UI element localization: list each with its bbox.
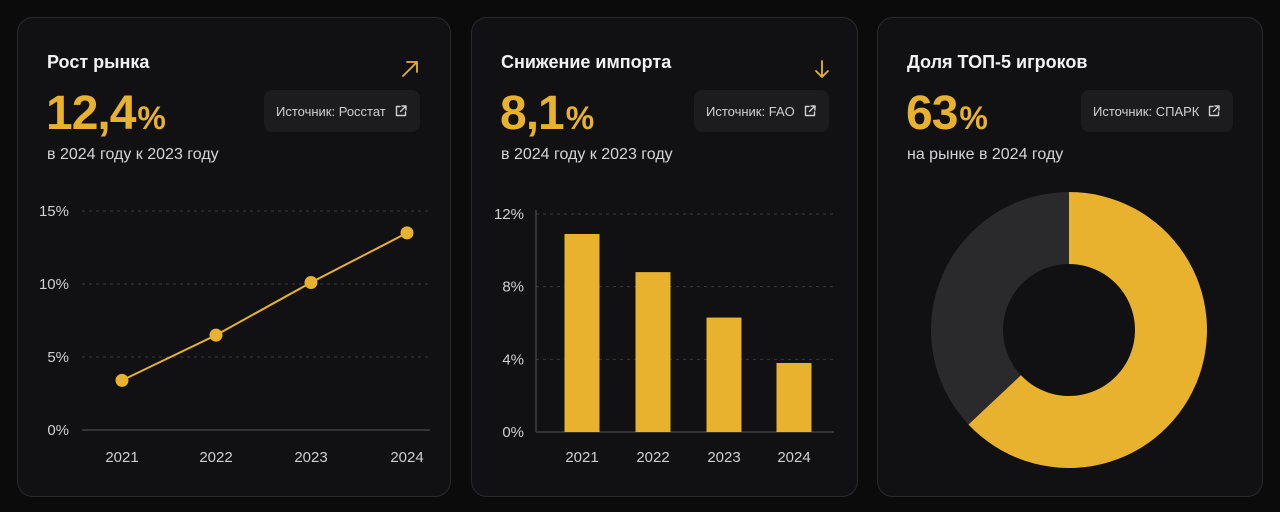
value-unit: % (959, 100, 988, 136)
source-button[interactable]: Источник: СПАРК (1081, 90, 1234, 132)
value-number: 63 (906, 87, 958, 140)
big-value: 12,4% (46, 86, 166, 141)
source-button[interactable]: Источник: FAO (694, 90, 829, 132)
y-tick-label: 4% (502, 351, 524, 368)
value-unit: % (565, 100, 595, 136)
value-unit: % (137, 100, 166, 136)
bar (776, 362, 812, 432)
card-title: Доля ТОП-5 игроков (907, 52, 1088, 72)
y-tick-label: 5% (47, 349, 69, 366)
donut-slice (931, 192, 1069, 425)
growth-line-chart: 0% 5% 10% 15% 2021 2022 2023 2024 (39, 203, 430, 466)
x-tick-label: 2023 (707, 449, 740, 466)
data-point (400, 226, 414, 240)
x-tick-label: 2024 (390, 449, 423, 466)
data-point (304, 276, 318, 290)
data-point (209, 328, 223, 342)
x-tick-label: 2024 (777, 449, 810, 466)
x-tick-label: 2021 (565, 449, 598, 466)
source-label: Источник: Росстат (276, 103, 386, 119)
card-subtitle: на рынке в 2024 году (907, 146, 1064, 163)
card-subtitle: в 2024 году к 2023 году (501, 146, 673, 163)
card-title: Снижение импорта (501, 52, 672, 72)
market-growth-card: Рост рынка 12,4% Источник: Росстат в 202… (17, 17, 451, 497)
y-tick-label: 12% (494, 206, 524, 223)
big-value: 8,1% (500, 86, 594, 141)
y-tick-label: 8% (502, 279, 524, 296)
y-tick-label: 0% (502, 424, 524, 441)
card-title: Рост рынка (47, 52, 150, 72)
bar (635, 272, 671, 432)
source-label: Источник: СПАРК (1093, 103, 1200, 119)
import-bar-chart: 0% 4% 8% 12% 2021 2022 2023 2024 (494, 206, 834, 466)
bar (564, 233, 600, 432)
source-button[interactable]: Источник: Росстат (264, 90, 420, 132)
x-tick-label: 2022 (636, 449, 669, 466)
value-number: 12,4 (46, 87, 136, 140)
y-tick-label: 15% (39, 203, 69, 220)
import-decline-card: Снижение импорта 8,1% Источник: FAO в 20… (471, 17, 858, 497)
external-link-icon (804, 105, 816, 117)
y-tick-label: 10% (39, 276, 69, 293)
share-donut-chart (931, 192, 1207, 468)
arrow-up-right-icon (402, 61, 418, 77)
x-tick-label: 2022 (199, 449, 232, 466)
top5-share-card: Доля ТОП-5 игроков 63% Источник: СПАРК н… (877, 17, 1263, 497)
card-subtitle: в 2024 году к 2023 году (47, 146, 219, 163)
x-tick-label: 2021 (105, 449, 138, 466)
x-tick-label: 2023 (294, 449, 327, 466)
value-number: 8,1 (500, 87, 565, 140)
donut-slice (968, 192, 1207, 468)
series-line (121, 232, 408, 382)
external-link-icon (1209, 105, 1221, 117)
big-value: 63% (906, 86, 988, 141)
source-label: Источник: FAO (706, 103, 795, 119)
bar (706, 317, 742, 432)
external-link-icon (395, 105, 407, 117)
arrow-down-icon (815, 60, 829, 78)
y-tick-label: 0% (47, 422, 69, 439)
data-point (115, 373, 129, 387)
